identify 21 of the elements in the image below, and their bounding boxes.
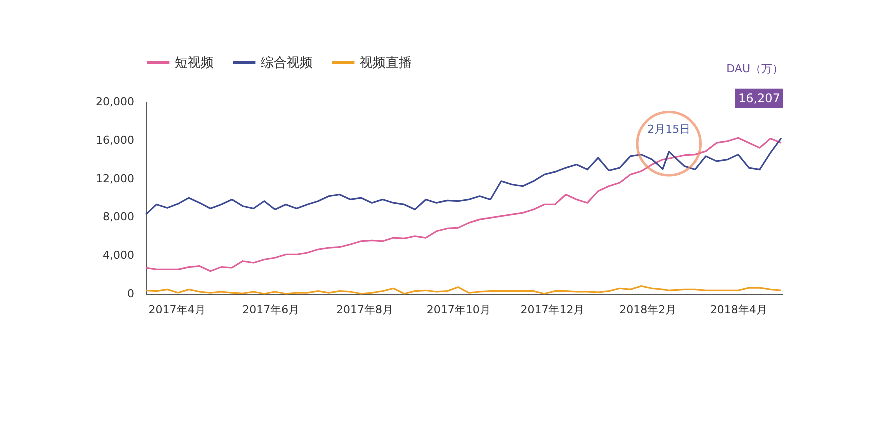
x-tick-label: 2017年4月 [148, 304, 206, 316]
x-tick-label: 2017年8月 [336, 304, 394, 316]
y-tick-label: 4,000 [103, 249, 134, 262]
x-tick-label: 2017年6月 [242, 304, 300, 316]
y-tick-label: 12,000 [96, 172, 134, 186]
line-series [145, 138, 782, 216]
annotation: 16,207 [738, 91, 780, 106]
line-series [145, 137, 782, 272]
legend-label: 视频直播 [360, 56, 412, 71]
y-tick-label: 0 [128, 288, 134, 300]
x-tick-label: 2017年12月 [520, 304, 585, 316]
y-axis-title: DAU（万） [726, 62, 784, 76]
x-tick-label: 2018年4月 [710, 304, 768, 316]
y-tick-label: 20,000 [96, 96, 134, 108]
x-tick-label: 2017年10月 [426, 304, 491, 316]
y-tick-label: 8,000 [103, 210, 134, 224]
legend-label: 综合视频 [261, 56, 313, 71]
legend-label: 短视频 [175, 56, 214, 71]
annotation: 2月15日 [648, 122, 691, 136]
y-tick-label: 16,000 [96, 134, 134, 147]
x-tick-label: 2018年2月 [620, 304, 677, 316]
